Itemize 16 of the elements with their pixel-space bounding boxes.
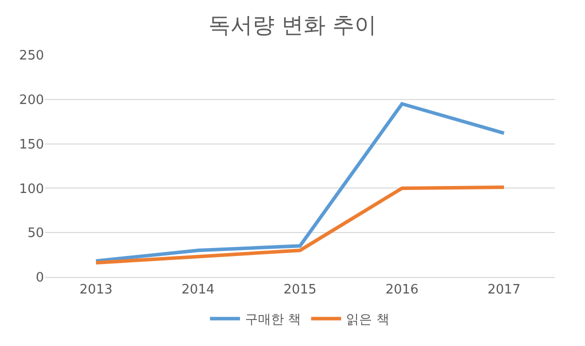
- x-tick-label: 2016: [385, 282, 419, 298]
- x-tick-label: 2015: [283, 282, 317, 298]
- line-series: [94, 102, 506, 263]
- y-tick-label: 50: [27, 226, 44, 242]
- line-series: [94, 186, 506, 265]
- x-tick-label: 2014: [181, 282, 215, 298]
- y-tick-label: 0: [36, 270, 44, 286]
- x-tick-label: 2017: [487, 282, 521, 298]
- legend-label: 구매한 책: [245, 312, 302, 328]
- y-tick-label: 200: [19, 92, 44, 108]
- x-tick-label: 2013: [79, 282, 113, 298]
- y-tick-label: 150: [19, 137, 44, 152]
- y-tick-label: 250: [19, 48, 44, 64]
- chart-title: 독서량 변화 추이: [208, 14, 376, 39]
- legend-label: 읽은 책: [346, 312, 390, 328]
- y-tick-label: 100: [19, 182, 44, 197]
